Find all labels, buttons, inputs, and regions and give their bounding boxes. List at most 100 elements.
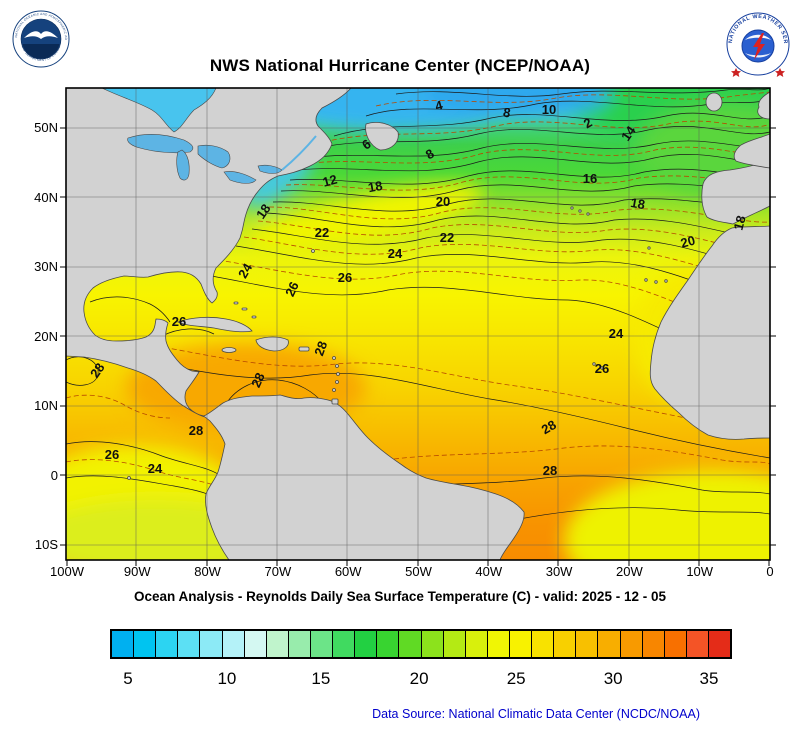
lon-tick-label: 90W — [123, 564, 151, 579]
contour-label: 26 — [282, 279, 302, 298]
nws-logo-icon: NATIONAL WEATHER SERVICE — [722, 2, 790, 77]
contour-label: 26 — [595, 361, 609, 376]
colorbar-tick-label: 10 — [217, 669, 237, 688]
contour-label: 12 — [321, 172, 339, 190]
land-azores — [570, 206, 590, 216]
colorbar-cell — [199, 631, 222, 657]
lon-tick-label: 80W — [194, 564, 221, 579]
contour-label: 22 — [315, 225, 329, 240]
lon-tick-label: 100W — [50, 564, 84, 579]
page-title: NWS National Hurricane Center (NCEP/NOAA… — [209, 56, 591, 75]
land-madeira — [647, 246, 651, 250]
colorbar-cell — [332, 631, 355, 657]
colorbar-cell — [398, 631, 421, 657]
lat-tick-label: 50N — [34, 120, 58, 135]
nws-star-left-icon — [731, 68, 741, 77]
colorbar-cell — [309, 631, 333, 657]
axis-ticks — [60, 127, 776, 566]
colorbar-cell — [508, 631, 532, 657]
lon-tick-label: 70W — [264, 564, 292, 579]
colorbar-cell — [112, 631, 134, 657]
noaa-seagull-icon — [24, 31, 58, 39]
colorbar-cell — [685, 631, 708, 657]
land-galapagos — [127, 476, 131, 480]
lon-tick-label: 40W — [475, 564, 503, 579]
contour-label: 22 — [440, 230, 454, 245]
land-cape-verde — [592, 362, 604, 370]
colorbar-cell — [707, 631, 731, 657]
colorbar-cell — [641, 631, 664, 657]
contour-label: 26 — [172, 314, 186, 329]
land-jamaica — [221, 347, 237, 353]
contour-label: 24 — [609, 326, 624, 341]
contour-label: 26 — [105, 447, 119, 462]
colorbar-cell — [575, 631, 598, 657]
contour-label: 20 — [436, 194, 450, 209]
colorbar-cell — [420, 631, 443, 657]
contour-label: 28 — [248, 370, 268, 389]
colorbar-tick-label: 5 — [123, 669, 133, 688]
colorbar-cell — [177, 631, 200, 657]
lon-tick-label: 20W — [616, 564, 643, 579]
lon-tick-label: 50W — [405, 564, 432, 579]
contour-label: 24 — [148, 461, 163, 476]
lon-tick-label: 60W — [334, 564, 362, 579]
lat-tick-label: 0 — [50, 467, 58, 483]
colorbar-cell — [464, 631, 487, 657]
great-lakes — [127, 134, 283, 184]
colorbar-tick-label: 25 — [506, 669, 526, 688]
lat-tick-label: 40N — [34, 189, 58, 205]
colorbar-cell — [531, 631, 554, 657]
land-americas — [66, 88, 525, 560]
land-iberia — [701, 159, 770, 225]
contour-label: 10 — [542, 102, 556, 117]
st-lawrence-river — [281, 135, 317, 171]
nws-star-right-icon — [775, 68, 785, 77]
colorbar-cell — [265, 631, 288, 657]
land-cuba — [176, 316, 253, 333]
noaa-logo-icon: NATIONAL OCEANIC AND ATMOSPHERIC ADMINIS… — [9, 3, 70, 68]
contour-label: 18 — [629, 195, 646, 212]
colorbar-cell — [376, 631, 399, 657]
colorbar-cell — [221, 631, 244, 657]
land-trinidad — [331, 398, 339, 405]
lat-tick-label: 10N — [34, 398, 58, 413]
contour-label: 24 — [388, 246, 403, 261]
colorbar-cell — [354, 631, 377, 657]
contour-label: 18 — [253, 201, 274, 221]
land-canaries — [644, 278, 668, 284]
landmasses — [66, 88, 770, 560]
lon-tick-label: 30W — [545, 564, 573, 579]
lon-tick-label: 10W — [686, 564, 714, 579]
land-bermuda — [311, 249, 315, 253]
lat-tick-label: 30N — [34, 259, 58, 274]
ocean-fill — [66, 88, 770, 560]
land-puerto-rico — [298, 346, 310, 352]
colorbar-cell — [287, 631, 310, 657]
colorbar-cell — [243, 631, 266, 657]
contour-label: 18 — [731, 214, 749, 232]
land-hispaniola — [255, 336, 289, 352]
land-france — [733, 133, 770, 169]
colorbar-tick-label: 20 — [409, 669, 429, 688]
colorbar-cell — [597, 631, 620, 657]
contour-label: 4 — [433, 97, 445, 114]
land-england — [757, 91, 770, 120]
lon-tick-label: 0 — [766, 564, 774, 579]
noaa-logo: NATIONAL OCEANIC AND ATMOSPHERIC ADMINIS… — [9, 3, 72, 68]
contour-label: 28 — [189, 423, 203, 438]
colorbar-cells — [110, 629, 732, 659]
map-caption: Ocean Analysis - Reynolds Daily Sea Surf… — [134, 589, 666, 604]
data-source-note: Data Source: National Climatic Data Cent… — [372, 707, 700, 721]
colorbar-cell — [486, 631, 509, 657]
contour-label: 26 — [338, 270, 352, 285]
contour-label: 8 — [502, 105, 512, 121]
colorbar-tick-label: 15 — [311, 669, 331, 688]
contour-label: 20 — [679, 233, 697, 251]
lat-tick-label: 10S — [34, 537, 58, 552]
nws-logo: NATIONAL WEATHER SERVICE — [722, 2, 792, 77]
colorbar-tick-label: 30 — [603, 669, 623, 688]
